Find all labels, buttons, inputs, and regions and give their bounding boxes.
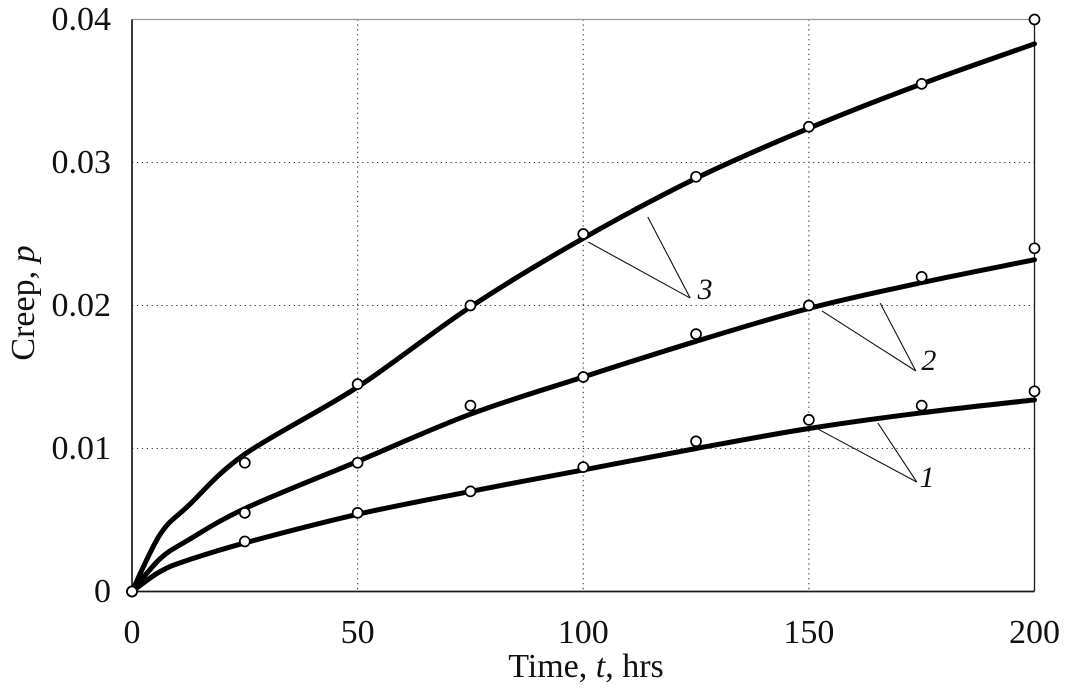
y-tick-label: 0.02 <box>51 286 112 324</box>
series-curve-3 <box>129 41 1037 594</box>
data-point-series-1 <box>690 435 702 448</box>
x-axis-title: Time, t, hrs <box>508 650 664 684</box>
leader-line-1 <box>815 427 917 483</box>
series-label-3: 3 <box>697 273 713 307</box>
data-point-series-3 <box>351 378 364 390</box>
x-tick-label: 50 <box>340 614 375 651</box>
x-axis-title-text: Time, <box>508 648 596 685</box>
data-point-series-1 <box>803 414 815 426</box>
data-point-series-2 <box>351 456 364 469</box>
data-point-series-3 <box>126 585 138 598</box>
x-tick-label: 150 <box>783 614 835 651</box>
data-point-series-3 <box>803 120 815 133</box>
y-tick-label: 0.01 <box>51 429 112 467</box>
data-point-series-1 <box>577 461 590 473</box>
data-point-series-1 <box>351 506 364 519</box>
data-point-series-2 <box>577 371 590 383</box>
data-point-series-2 <box>464 399 477 412</box>
data-point-series-2 <box>238 506 251 519</box>
data-point-series-3 <box>464 299 477 312</box>
leader-line-2 <box>879 302 917 372</box>
data-point-series-2 <box>915 271 928 283</box>
data-point-series-2 <box>803 299 815 312</box>
series-curve-2 <box>129 257 1037 594</box>
data-point-series-3 <box>690 170 702 183</box>
y-tick-label: 0 <box>94 572 111 610</box>
data-point-series-1 <box>464 485 477 498</box>
data-point-series-1 <box>1028 385 1041 398</box>
series-curve-1 <box>129 397 1037 594</box>
y-axis-title-text: Creep, <box>5 262 42 361</box>
x-axis-title-suffix: , hrs <box>605 648 664 685</box>
data-point-series-1 <box>915 399 928 412</box>
leader-line-2 <box>821 310 917 372</box>
data-point-series-1 <box>238 535 251 548</box>
y-tick-label: 0.03 <box>51 143 112 181</box>
y-axis-title: Creep, p <box>5 245 42 361</box>
data-point-series-2 <box>690 328 702 340</box>
data-point-series-3 <box>1028 13 1041 26</box>
series-label-2: 2 <box>921 343 937 377</box>
x-tick-label: 200 <box>1009 614 1060 651</box>
data-point-series-3 <box>238 456 251 469</box>
leader-line-1 <box>877 422 918 483</box>
leader-line-3 <box>587 241 691 299</box>
series-label-1: 1 <box>919 460 935 494</box>
y-tick-label: 0.04 <box>51 0 112 38</box>
y-axis-title-symbol: p <box>5 245 42 263</box>
x-axis-title-symbol: t <box>595 648 606 685</box>
data-point-series-3 <box>915 77 928 90</box>
x-tick-label: 0 <box>123 614 141 651</box>
x-tick-label: 100 <box>557 614 609 651</box>
data-point-series-2 <box>1028 242 1041 255</box>
leader-line-3 <box>647 216 691 299</box>
data-point-series-3 <box>577 228 590 240</box>
